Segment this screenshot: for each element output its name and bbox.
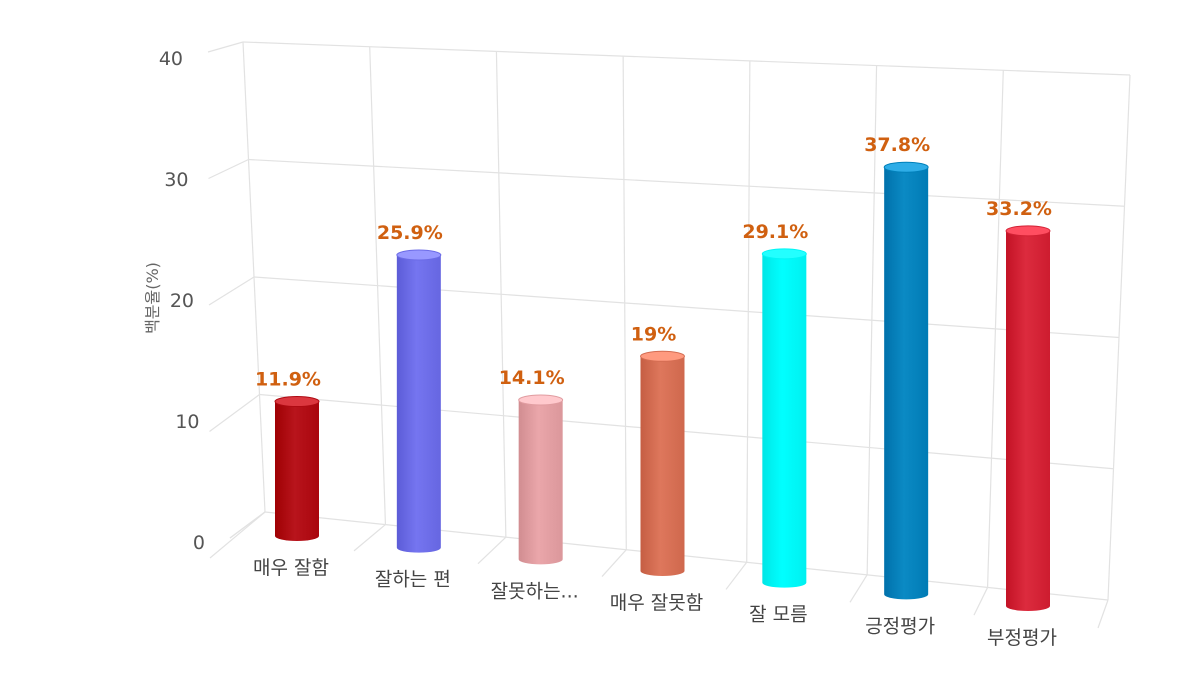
bar-body [518,400,563,565]
bar-top [518,394,564,406]
bar-body [396,254,441,553]
y-axis-label: 백분율(%) [143,262,162,334]
y-tick-label: 20 [170,290,194,312]
bar-top [1005,225,1051,237]
bar-5 [761,248,807,588]
gridline-horizontal [242,41,1131,76]
gridline-vertical [622,56,627,550]
bar-1 [274,396,320,541]
bars: 11.9% 25.9% 14.1% 19% 29.1% 37.8% 33.2% [255,134,1052,611]
bar-body [640,356,685,576]
bar-3 [518,394,564,565]
x-category-label: 부정평가 [987,627,1057,649]
y-tick-label: 30 [164,169,188,191]
data-label: 25.9% [377,222,443,244]
data-label: 14.1% [499,367,565,389]
y-axis-ticks: 0 10 20 30 40 [159,48,205,554]
bar-body [1006,230,1050,611]
data-label: 33.2% [986,198,1052,220]
bar-top [640,350,685,362]
gridline-vertical [1107,74,1131,601]
gridline-horizontal [248,158,1125,207]
bar-2 [396,249,442,553]
gridline-vertical [866,65,878,575]
gridline-vertical [369,46,387,525]
gridline-floor [601,549,627,577]
data-label: 19% [631,323,676,345]
bar-6 [883,161,929,600]
gridline-vertical [495,51,507,538]
gridline-horizontal [259,393,1114,470]
gridline-floor [849,574,868,603]
bar-body [762,253,807,588]
floor-edge [229,511,266,539]
gridline-vertical [746,60,751,563]
gridline-side [208,276,255,306]
x-category-label: 매우 잘함 [253,557,329,579]
gridline-side [209,511,266,559]
y-tick-label: 40 [159,48,183,70]
gridline-side [207,41,244,53]
gridline-floor [353,524,386,552]
gridline-floor [973,587,989,616]
data-label: 29.1% [742,221,808,243]
bar-body [884,167,929,600]
data-label: 11.9% [255,369,321,391]
gridline-floor [725,561,748,590]
y-tick-label: 10 [175,411,199,433]
x-category-label: 매우 잘못함 [610,592,703,614]
x-category-label: 잘하는 편 [375,569,451,591]
gridline-horizontal [253,276,1120,339]
bar-4 [640,350,685,576]
gridline-floor [1097,599,1109,629]
x-category-label: 잘못하는... [491,580,579,602]
bar-top [761,248,807,260]
gridline-side [208,158,249,180]
bar-top [883,161,929,173]
x-category-label: 잘 모름 [749,604,807,626]
bar-body [275,401,319,541]
bar-top [396,249,442,261]
y-tick-label: 0 [193,532,205,554]
bar-7 [1005,225,1051,611]
gridline-vertical [986,70,1004,588]
gridline-floor [477,536,507,565]
data-label: 37.8% [864,134,930,156]
gridline-vertical [242,41,266,513]
gridline-side [209,394,260,432]
bar-top [274,396,320,408]
x-category-label: 긍정평가 [865,615,935,637]
